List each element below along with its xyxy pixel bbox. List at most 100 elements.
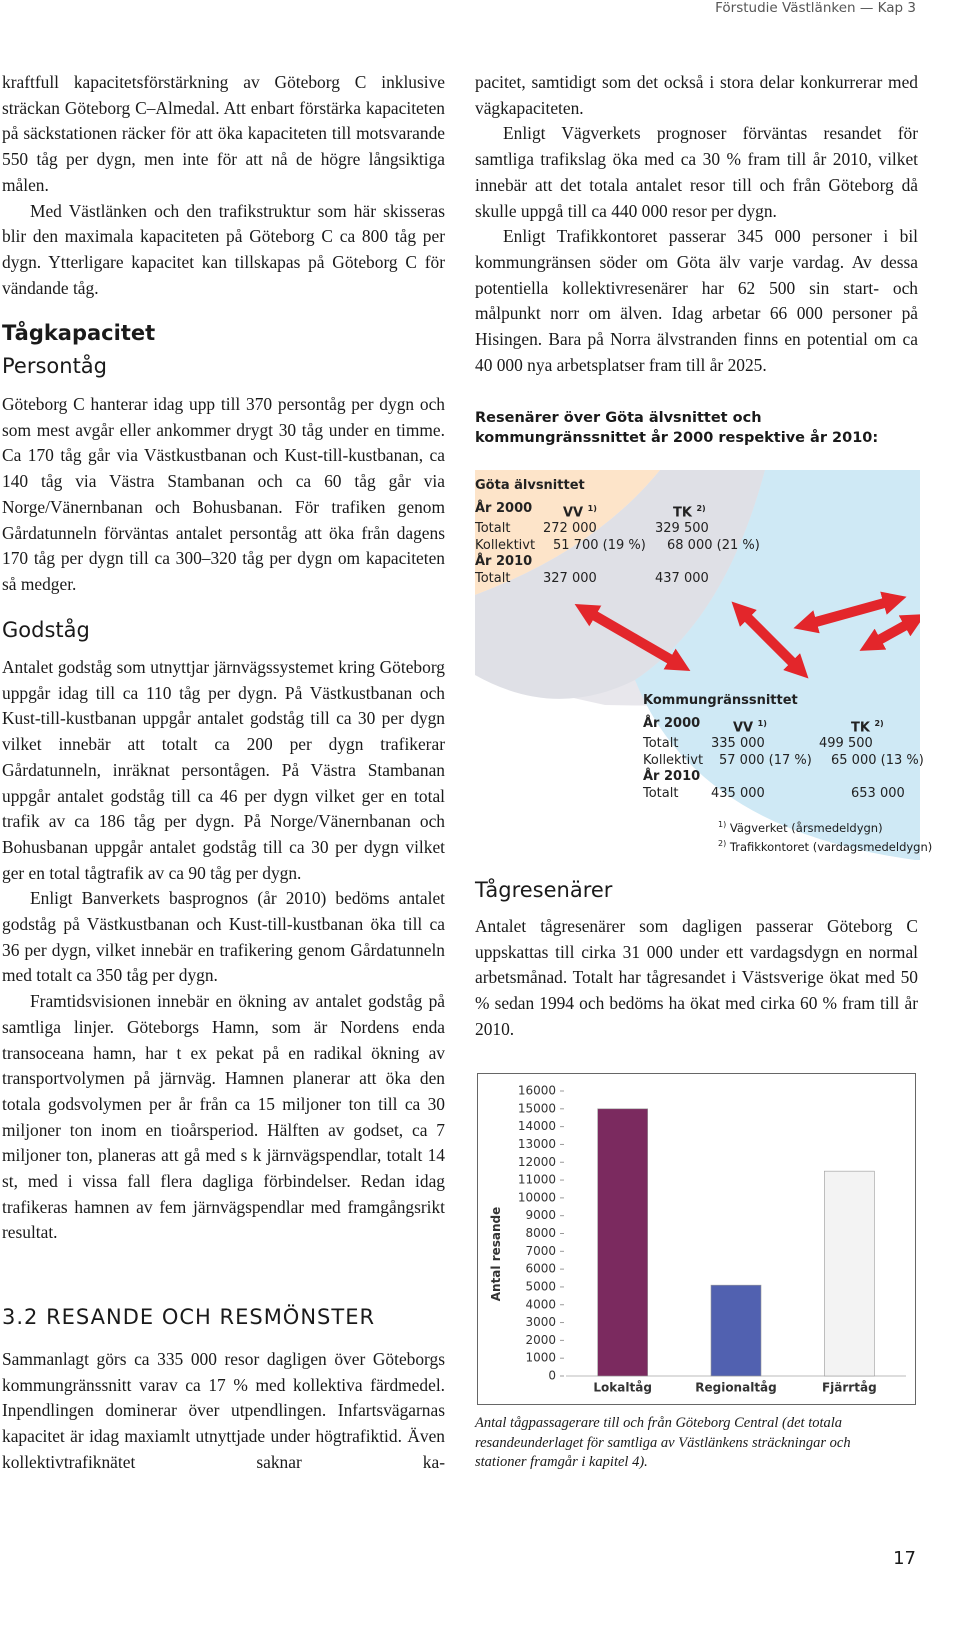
bar xyxy=(824,1170,875,1377)
cell: Totalt xyxy=(475,521,511,537)
y-tick-label: 5000 xyxy=(525,1279,556,1293)
paragraph: pacitet, samtidigt som det också i stora… xyxy=(475,72,918,118)
sup: 2) xyxy=(718,838,727,848)
diagram-title: Resenärer över Göta älvsnittet och kommu… xyxy=(475,410,879,446)
cell: År 2000 xyxy=(643,715,701,731)
paragraph: Framtidsvisionen innebär en ökning av an… xyxy=(2,991,445,1243)
cell: VV 1) xyxy=(543,501,655,522)
paragraph: Med Västlänken och den trafikstruktur so… xyxy=(2,200,445,298)
table-row: Totalt 335 000 499 500 xyxy=(643,736,924,753)
bar xyxy=(710,1284,762,1377)
right-column: pacitet, samtidigt som det också i stora… xyxy=(475,70,918,378)
table-row: Totalt 435 000 653 000 xyxy=(643,786,924,803)
page-number: 17 xyxy=(893,1548,916,1569)
paragraph: Enligt Banverkets basprognos (år 2010) b… xyxy=(2,888,445,986)
paragraph: Antalet tågresenärer som dagligen passer… xyxy=(475,916,918,1039)
data-table: Kommungränssnittet År 2000 VV 1) TK 2) Tot… xyxy=(643,693,924,802)
x-tick-label: Fjärrtåg xyxy=(822,1381,877,1395)
bar xyxy=(597,1108,648,1377)
cell: TK 2) xyxy=(845,716,884,737)
y-tick-label: 13000 xyxy=(518,1137,556,1151)
cell: 335 000 xyxy=(711,736,765,752)
cell: 329 500 xyxy=(655,521,709,537)
area-gray-2 xyxy=(475,470,765,699)
cell: Kollektivt xyxy=(475,537,536,553)
x-tick-label: Lokaltåg xyxy=(593,1381,652,1395)
y-axis-label: Antal resande xyxy=(489,1207,503,1302)
table-title: Göta älvsnittet xyxy=(475,478,585,493)
y-tick-label: 11000 xyxy=(518,1173,556,1187)
footnote: 1) Vägverket (årsmedeldygn) xyxy=(718,817,932,836)
table-row: År 2000 VV 1) TK 2) xyxy=(475,501,760,522)
cell: Totalt xyxy=(643,736,679,752)
cell: Totalt xyxy=(643,785,679,801)
y-tick-label: 2000 xyxy=(525,1333,556,1347)
cell: 65 000 (13 %) xyxy=(831,752,924,768)
table-row: Kollektivt 57 000 (17 %) 65 000 (13 %) xyxy=(643,753,924,770)
table-title: Kommungränssnittet xyxy=(643,693,798,708)
sup: 1) xyxy=(757,718,767,728)
sup: 2) xyxy=(874,718,884,728)
cell: VV xyxy=(733,719,754,735)
arrow xyxy=(574,603,691,672)
paragraph: Sammanlagt görs ca 335 000 resor daglige… xyxy=(2,1349,445,1472)
sup: 1) xyxy=(718,820,727,829)
bar-chart: Antal resande 0 1000 2000 3000 4000 5000 6000 7… xyxy=(477,1073,916,1405)
cell: TK xyxy=(673,504,692,520)
heading: Tågkapacitet xyxy=(2,321,156,345)
cell: 51 700 (19 %) xyxy=(553,537,646,553)
table-row: År 2000 VV 1) TK 2) xyxy=(643,716,924,737)
footnote: 2) Trafikkontoret (vardagsmedeldygn) xyxy=(718,836,932,855)
footnote-text: Vägverket (årsmedeldygn) xyxy=(729,820,883,835)
y-tick-label: 8000 xyxy=(525,1226,556,1240)
subheading: Tågresenärer xyxy=(475,878,613,902)
y-tick-label: 0 xyxy=(548,1369,556,1383)
subheading: Godståg xyxy=(2,618,90,642)
cell: 435 000 xyxy=(711,785,765,801)
sup: 1) xyxy=(587,503,597,513)
y-tick-label: 14000 xyxy=(518,1119,556,1133)
table-row: Kollektivt 51 700 (19 %) 68 000 (21 %) xyxy=(475,538,760,555)
footnotes: 1) Vägverket (årsmedeldygn) 2) Trafikkon… xyxy=(718,817,932,855)
x-tick-label: Regionaltåg xyxy=(695,1381,777,1395)
paragraph: Enligt Trafikkontoret passerar 345 000 p… xyxy=(475,226,918,375)
left-column: kraftfull kapacitetsförstärkning av Göte… xyxy=(2,70,445,301)
y-tick-label: 12000 xyxy=(518,1155,556,1169)
y-tick-label: 15000 xyxy=(518,1101,556,1115)
figure-caption: Antal tågpassagerare till och från Göteb… xyxy=(475,1415,851,1470)
cell: TK 2) xyxy=(655,501,706,522)
cell: 499 500 xyxy=(819,736,873,752)
table-row: Totalt 272 000 329 500 xyxy=(475,521,760,538)
left-column: Antalet godståg som utnyttjar järnvägssy… xyxy=(2,655,445,1246)
y-tick-label: 10000 xyxy=(518,1190,556,1204)
cell: År 2010 xyxy=(643,769,701,785)
arrow xyxy=(793,591,907,634)
cell: 68 000 (21 %) xyxy=(667,537,760,553)
y-tick-label: 16000 xyxy=(518,1084,556,1098)
cell: Totalt xyxy=(475,570,511,586)
y-tick-label: 9000 xyxy=(525,1208,556,1222)
cell: År 2010 xyxy=(475,554,533,570)
y-tick-label: 4000 xyxy=(525,1297,556,1311)
table-row: År 2010 xyxy=(643,769,924,786)
table-row: År 2010 xyxy=(475,554,760,571)
cell: 327 000 xyxy=(543,570,597,586)
arrow xyxy=(731,601,809,679)
section-heading: 3.2 RESANDE OCH RESMÖNSTER xyxy=(2,1305,376,1329)
cell: Kollektivt xyxy=(643,752,704,768)
cell: 437 000 xyxy=(655,570,709,586)
running-title: Förstudie Västlänken — Kap 3 xyxy=(715,0,916,16)
flow-diagram xyxy=(475,470,920,860)
y-tick-label: 6000 xyxy=(525,1262,556,1276)
cell: 653 000 xyxy=(851,785,905,801)
y-tick-label: 3000 xyxy=(525,1315,556,1329)
paragraph: Antalet godståg som utnyttjar järnvägssy… xyxy=(2,657,445,883)
paragraph: Enligt Vägverkets prognoser förväntas re… xyxy=(475,123,918,221)
sup: 2) xyxy=(696,503,706,513)
cell: VV xyxy=(563,504,584,520)
footnote-text: Trafikkontoret (vardagsmedeldygn) xyxy=(729,839,933,854)
paragraph: Göteborg C hanterar idag upp till 370 pe… xyxy=(2,394,445,594)
data-table: Göta älvsnittet År 2000 VV 1) TK 2) Totalt… xyxy=(475,478,760,587)
cell: År 2000 xyxy=(475,500,533,516)
